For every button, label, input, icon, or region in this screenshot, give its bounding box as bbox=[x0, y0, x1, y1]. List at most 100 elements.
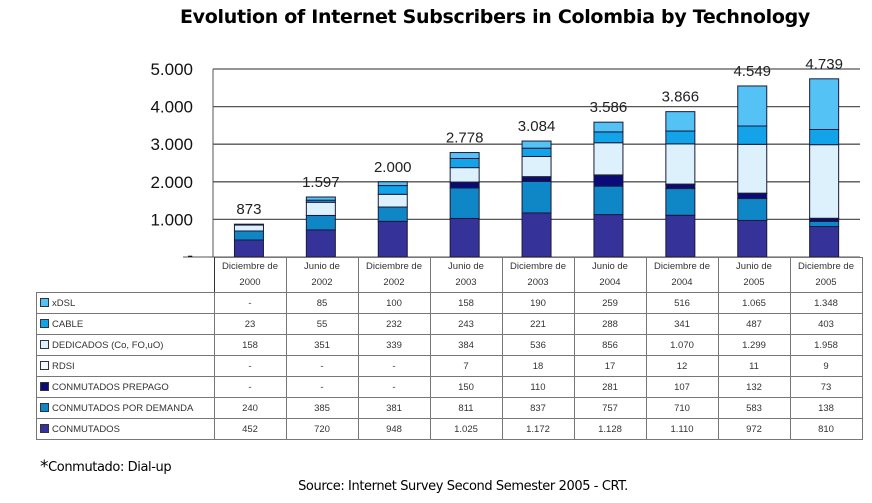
bar-segment bbox=[593, 142, 624, 176]
table-cell-value: 23 bbox=[213, 313, 287, 335]
legend-label: RDSI bbox=[52, 360, 75, 372]
table-cell-value: 1.065 bbox=[717, 292, 791, 314]
bar-segment bbox=[521, 180, 552, 214]
bar-stack bbox=[233, 223, 264, 258]
bar-segment bbox=[809, 226, 840, 258]
footnote-star: * bbox=[40, 457, 49, 477]
total-data-label: 873 bbox=[236, 201, 261, 218]
bar-segment bbox=[593, 131, 624, 144]
bar-stack bbox=[737, 85, 768, 258]
table-cell-value: 11 bbox=[717, 355, 791, 377]
table-cell-value: 138 bbox=[789, 397, 863, 419]
table-row: CONMUTADOS POR DEMANDA 240 385 381 811 837 757… bbox=[36, 397, 863, 419]
table-cell-value: - bbox=[285, 355, 359, 377]
bar-segment bbox=[233, 224, 264, 232]
bar-segment bbox=[665, 111, 696, 132]
legend-swatch-icon bbox=[40, 402, 49, 412]
bar-segment bbox=[377, 193, 408, 208]
bar-segment bbox=[521, 140, 552, 149]
table-cell-value: - bbox=[213, 292, 287, 314]
legend-entry: CONMUTADOS POR DEMANDA bbox=[36, 397, 215, 419]
bars bbox=[233, 78, 840, 258]
table-cell-value: 381 bbox=[357, 397, 431, 419]
table-row: CABLE 23 55 232 243 221 288 341 487 403 bbox=[36, 313, 863, 335]
bar-segment bbox=[449, 152, 480, 159]
table-cell-value: 243 bbox=[429, 313, 503, 335]
table-cell-value: 452 bbox=[213, 418, 287, 440]
table-cell-value: 55 bbox=[285, 313, 359, 335]
table-cell-value: 240 bbox=[213, 397, 287, 419]
bar-stack bbox=[665, 111, 696, 258]
x-category-label: Diciembre de 2003 bbox=[501, 257, 575, 293]
bar-segment bbox=[233, 230, 264, 241]
legend-label: DEDICADOS (Co, FO,uO) bbox=[52, 339, 164, 351]
bar-stack bbox=[305, 196, 336, 258]
table-cell-value: 1.958 bbox=[789, 334, 863, 356]
table-cell-value: 720 bbox=[285, 418, 359, 440]
bar-stack bbox=[593, 121, 624, 258]
bar-segment bbox=[737, 125, 768, 145]
total-data-label: 2.000 bbox=[374, 159, 412, 176]
bar-segment bbox=[449, 217, 480, 258]
legend-swatch-icon bbox=[40, 318, 49, 328]
source-note: Source: Internet Survey Second Semester … bbox=[298, 479, 628, 494]
legend-label: CONMUTADOS PREPAGO bbox=[52, 381, 169, 393]
y-tick-label: 1.000 bbox=[150, 210, 193, 229]
table-row: RDSI - - -7 18 17 12 11 9 bbox=[36, 355, 863, 377]
chart-plot: - 1.000 2.000 3.000 4.000 5.000 873 1.597 2.000… bbox=[150, 56, 860, 260]
table-cell-value: 288 bbox=[573, 313, 647, 335]
y-tick-label: 2.000 bbox=[150, 173, 193, 192]
table-cell-value: - bbox=[357, 376, 431, 398]
legend-label: CABLE bbox=[52, 318, 84, 330]
table-cell-value: 12 bbox=[645, 355, 719, 377]
bar-segment bbox=[593, 175, 624, 187]
table-cell-value: 757 bbox=[573, 397, 647, 419]
bar-segment bbox=[665, 214, 696, 258]
bar-segment bbox=[449, 181, 480, 189]
table-row: CONMUTADOS 452 720 948 1.025 1.172 1.128 1.110 9… bbox=[36, 418, 863, 440]
table-cell-value: - bbox=[213, 376, 287, 398]
table-cell-value: 7 bbox=[429, 355, 503, 377]
legend-entry: DEDICADOS (Co, FO,uO) bbox=[36, 334, 215, 356]
legend-entry: CONMUTADOS bbox=[36, 418, 215, 440]
total-data-label: 3.866 bbox=[662, 89, 700, 106]
table-cell-value: 150 bbox=[429, 376, 503, 398]
y-tick-label: 5.000 bbox=[150, 60, 193, 79]
table-cell-value: 107 bbox=[645, 376, 719, 398]
bar-segment bbox=[449, 187, 480, 219]
chart-title: Evolution of Internet Subscribers in Col… bbox=[180, 6, 810, 28]
table-cell-value: 351 bbox=[285, 334, 359, 356]
table-cell-value: 100 bbox=[357, 292, 431, 314]
bar-segment bbox=[809, 128, 840, 146]
legend-label: CONMUTADOS bbox=[52, 423, 120, 435]
table-cell-value: 810 bbox=[789, 418, 863, 440]
bar-segment bbox=[809, 144, 840, 219]
bar-segment bbox=[521, 212, 552, 258]
table-cell-value: 85 bbox=[285, 292, 359, 314]
table-cell-value: 190 bbox=[501, 292, 575, 314]
footnote-text: Conmutado: Dial-up bbox=[48, 460, 172, 475]
bar-segment bbox=[521, 176, 552, 182]
table-cell-value: 384 bbox=[429, 334, 503, 356]
bar-segment bbox=[521, 147, 552, 157]
bar-segment bbox=[665, 188, 696, 216]
legend-swatch-icon bbox=[40, 381, 49, 391]
total-data-label: 2.778 bbox=[446, 130, 484, 147]
y-tick-label: 3.000 bbox=[150, 135, 193, 154]
x-category-label: Diciembre de 2004 bbox=[645, 257, 719, 293]
table-cell-value: 403 bbox=[789, 313, 863, 335]
bar-segment bbox=[593, 185, 624, 216]
bar-segment bbox=[737, 198, 768, 221]
bar-segment bbox=[233, 239, 264, 258]
table-cell-value: - bbox=[285, 376, 359, 398]
bar-segment bbox=[521, 155, 552, 178]
table-cell-value: 341 bbox=[645, 313, 719, 335]
x-category-label: Junio de 2003 bbox=[429, 257, 503, 293]
table-cell-value: 1.299 bbox=[717, 334, 791, 356]
table-cell-value: 132 bbox=[717, 376, 791, 398]
bar-segment bbox=[665, 143, 696, 185]
bar-segment bbox=[377, 185, 408, 195]
bar-stack bbox=[809, 78, 840, 258]
legend-entry: CONMUTADOS PREPAGO bbox=[36, 376, 215, 398]
table-cell-value: - bbox=[213, 355, 287, 377]
